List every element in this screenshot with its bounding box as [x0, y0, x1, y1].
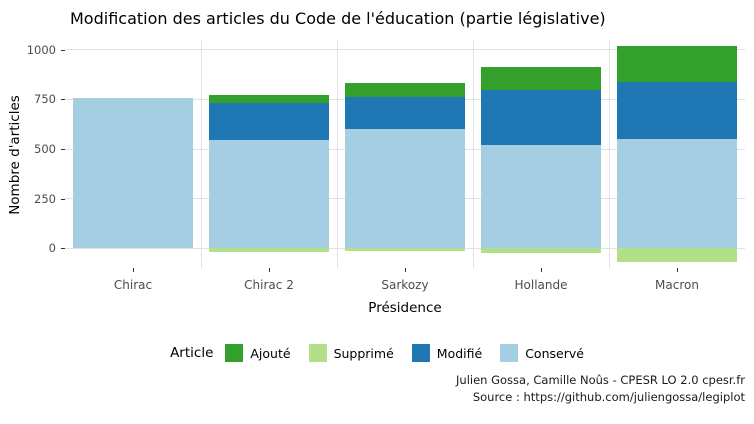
legend-label: Modifié: [436, 345, 483, 361]
legend-item-conservé: Conservé: [500, 344, 584, 362]
gridline-x: [608, 40, 610, 268]
legend-label: Conservé: [525, 345, 584, 361]
plot-panel: [65, 40, 745, 268]
bar-hollande-conservé: [481, 145, 601, 249]
bar-chirac-conservé: [73, 98, 193, 249]
x-tick-label-sarkozy: Sarkozy: [381, 278, 429, 292]
legend-item-ajouté: Ajouté: [225, 344, 291, 362]
gridline-y-1000: [65, 49, 745, 51]
gridline-x: [472, 40, 474, 268]
gridline-x: [336, 40, 338, 268]
x-tick-mark: [677, 268, 678, 272]
x-tick-label-hollande: Hollande: [514, 278, 568, 292]
legend-item-modifié: Modifié: [411, 344, 483, 362]
bar-macron-conservé: [617, 139, 737, 249]
x-tick-mark: [541, 268, 542, 272]
bar-chirac-2-conservé: [209, 140, 329, 249]
y-tick-label: 500: [34, 142, 56, 157]
legend-label: Ajouté: [250, 345, 291, 361]
bar-chirac-2-ajouté: [209, 94, 329, 104]
bar-sarkozy-ajouté: [345, 82, 465, 98]
legend-items: Ajouté Supprimé Modifié Conservé: [225, 344, 584, 362]
y-tick-label: 250: [34, 191, 56, 206]
x-tick-mark: [269, 268, 270, 272]
bar-hollande-modifié: [481, 89, 601, 146]
bar-macron-supprimé: [617, 248, 737, 263]
chart-title: Modification des articles du Code de l'é…: [70, 9, 606, 28]
bar-chirac-2-modifié: [209, 103, 329, 141]
caption-credit: Julien Gossa, Camille Noûs - CPESR LO 2.…: [456, 373, 745, 387]
y-tick-label: 0: [48, 241, 56, 256]
legend-label: Supprimé: [333, 345, 394, 361]
y-tick-mark: [61, 49, 65, 51]
legend-key-icon: [308, 344, 327, 362]
x-tick-label-chirac: Chirac: [113, 278, 153, 292]
legend-key-icon: [225, 344, 244, 362]
y-tick-mark: [61, 99, 65, 101]
x-tick-label-chirac-2: Chirac 2: [244, 278, 294, 292]
x-tick-label-macron: Macron: [655, 278, 699, 292]
y-tick-mark: [61, 198, 65, 200]
gridline-x: [200, 40, 202, 268]
y-tick-mark: [61, 248, 65, 250]
bar-macron-modifié: [617, 81, 737, 140]
bar-hollande-supprimé: [481, 248, 601, 254]
bar-sarkozy-supprimé: [345, 248, 465, 252]
legend: Article Ajouté Supprimé Modifié Conservé: [0, 344, 754, 362]
bar-chirac-2-supprimé: [209, 248, 329, 253]
bar-hollande-ajouté: [481, 66, 601, 90]
bar-sarkozy-modifié: [345, 97, 465, 130]
caption-source: Source : https://github.com/juliengossa/…: [472, 390, 745, 404]
x-tick-mark: [405, 268, 406, 272]
legend-item-supprimé: Supprimé: [308, 344, 394, 362]
bar-sarkozy-conservé: [345, 129, 465, 249]
bar-macron-ajouté: [617, 45, 737, 82]
y-tick-label: 1000: [26, 42, 56, 57]
legend-key-icon: [411, 344, 430, 362]
x-tick-mark: [133, 268, 134, 272]
legend-key-icon: [500, 344, 519, 362]
y-tick-label: 750: [34, 92, 56, 107]
x-axis-label: Présidence: [368, 300, 442, 316]
legend-title: Article: [170, 345, 214, 361]
y-tick-mark: [61, 149, 65, 151]
caption: Julien Gossa, Camille Noûs - CPESR LO 2.…: [456, 372, 745, 406]
